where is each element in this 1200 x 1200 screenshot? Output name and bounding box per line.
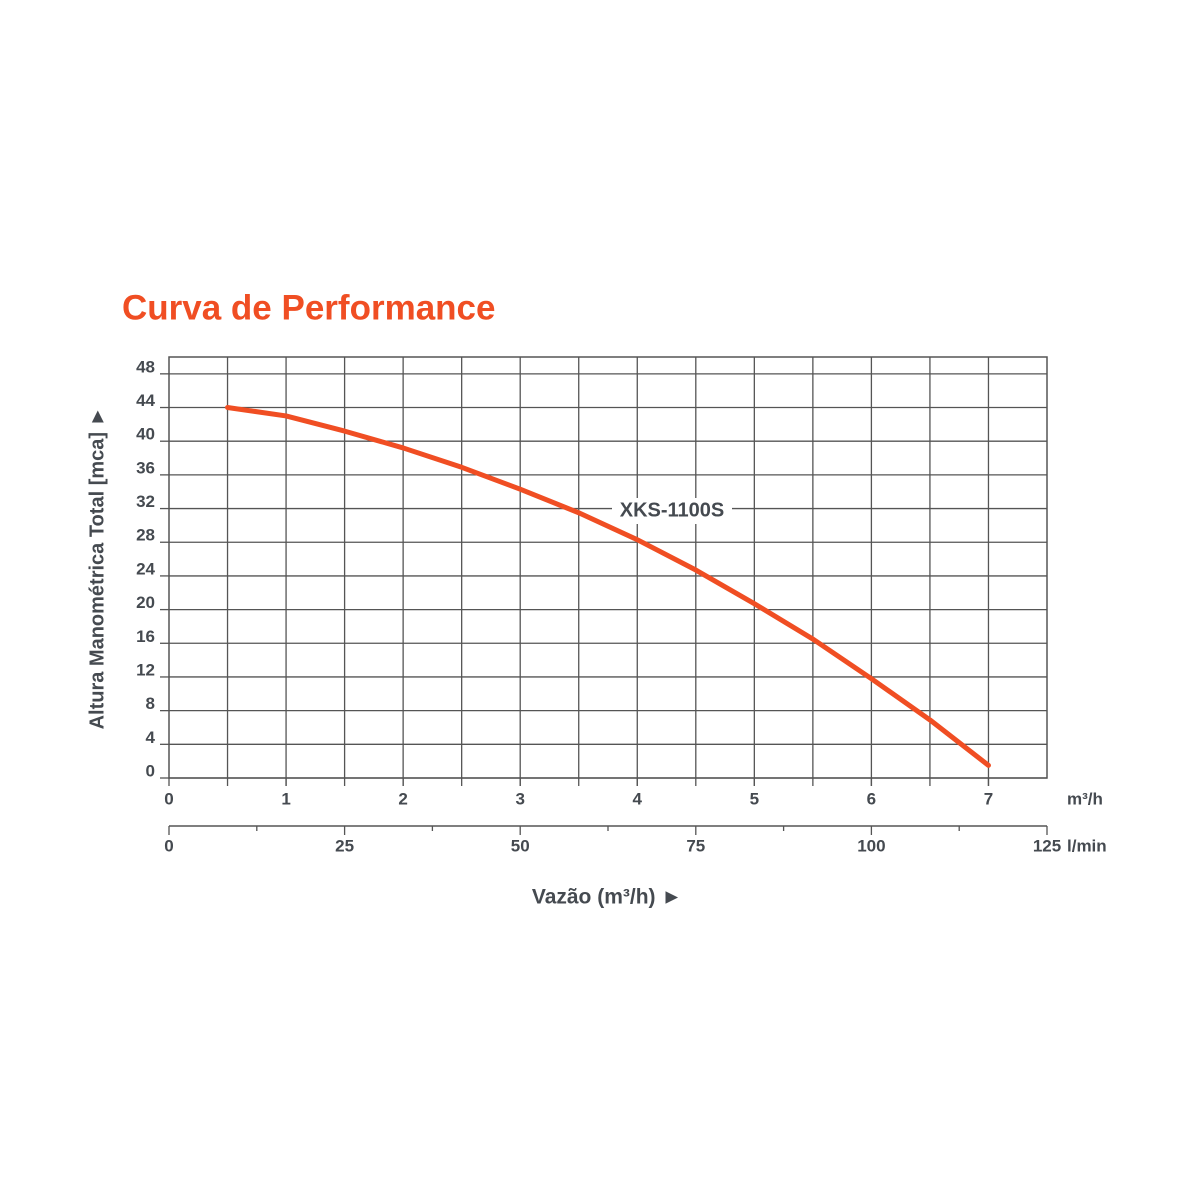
y-tick-label: 48	[136, 357, 155, 376]
series-label: XKS-1100S	[620, 499, 725, 521]
performance-curve	[225, 405, 991, 768]
y-tick-label: 4	[146, 728, 156, 747]
x-tick-label: 4	[633, 789, 643, 808]
x2-tick-label: 75	[686, 836, 705, 855]
x-unit: m³/h	[1067, 789, 1103, 808]
x-tick-label: 2	[398, 789, 407, 808]
y-tick-label: 28	[136, 526, 155, 545]
x-tick-label: 0	[164, 789, 173, 808]
y-tick-label: 8	[146, 694, 155, 713]
x-tick-label: 7	[984, 789, 993, 808]
chart-title: Curva de Performance	[122, 288, 495, 327]
y-tick-label: 0	[146, 761, 155, 780]
x2-tick-label: 0	[164, 836, 173, 855]
y-tick-label: 24	[136, 559, 155, 578]
x2-unit: l/min	[1067, 836, 1107, 855]
x-axis-label: Vazão (m³/h) ►	[532, 886, 682, 909]
x-tick-label: 3	[515, 789, 524, 808]
x2-tick-label: 25	[335, 836, 354, 855]
x2-tick-label: 125	[1033, 836, 1061, 855]
y-axis-label: Altura Manométrica Total [mca] ►	[86, 407, 108, 730]
y-tick-label: 32	[136, 492, 155, 511]
y-tick-label: 12	[136, 660, 155, 679]
y-tick-label: 36	[136, 458, 155, 477]
y-tick-label: 16	[136, 627, 155, 646]
y-tick-label: 44	[136, 391, 155, 410]
y-tick-label: 40	[136, 425, 155, 444]
series-label-bg	[612, 498, 732, 524]
x-tick-label: 1	[281, 789, 290, 808]
x-tick-label: 5	[750, 789, 759, 808]
y-tick-label: 20	[136, 593, 155, 612]
x2-tick-label: 50	[511, 836, 530, 855]
x2-tick-label: 100	[857, 836, 885, 855]
x-tick-label: 6	[867, 789, 876, 808]
